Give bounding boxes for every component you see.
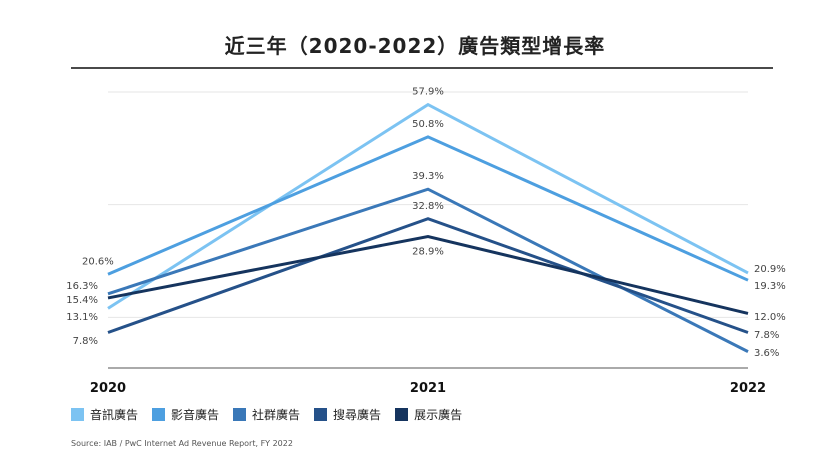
- chart-title: 近三年（2020-2022）廣告類型增長率: [224, 34, 606, 58]
- data-label: 28.9%: [412, 247, 444, 258]
- legend: 音訊廣告 影音廣告 社群廣告 搜尋廣告 展示廣告: [71, 406, 462, 423]
- series-line-1: [107, 135, 749, 282]
- data-label: 16.3%: [66, 281, 98, 292]
- x-tick-labels: 2020 2021 2022: [90, 381, 766, 396]
- legend-label: 展示廣告: [414, 408, 463, 422]
- data-labels: 13.1% 57.9% 20.9% 20.6% 50.8% 19.3% 16.3% 39.3%…: [66, 87, 786, 359]
- line-chart: 13.1% 57.9% 20.9% 20.6% 50.8% 19.3% 16.3% 39.3%…: [66, 87, 786, 396]
- legend-swatch: [233, 408, 247, 421]
- legend-swatch: [395, 408, 409, 421]
- series-line-0: [107, 102, 749, 310]
- series-line-3: [107, 217, 749, 334]
- series-line-4: [107, 234, 749, 315]
- legend-item: 影音廣告: [152, 406, 219, 423]
- legend-swatch: [71, 408, 84, 421]
- gridlines: [108, 91, 748, 318]
- data-label: 3.6%: [754, 348, 779, 359]
- data-label: 20.9%: [754, 264, 786, 275]
- legend-label: 社群廣告: [252, 408, 301, 422]
- x-tick-label: 2022: [730, 381, 766, 396]
- legend-item: 音訊廣告: [71, 406, 138, 423]
- source-note: Source: IAB / PwC Internet Ad Revenue Re…: [71, 439, 293, 448]
- data-label: 15.4%: [66, 295, 98, 306]
- data-label: 12.0%: [754, 312, 786, 323]
- series-line-2: [107, 187, 749, 353]
- legend-label: 影音廣告: [171, 408, 220, 422]
- x-tick-label: 2021: [410, 381, 446, 396]
- series-lines: [107, 102, 749, 353]
- title-divider: [71, 67, 773, 69]
- legend-item: 社群廣告: [233, 406, 300, 423]
- data-label: 50.8%: [412, 119, 444, 130]
- data-label: 19.3%: [754, 281, 786, 292]
- legend-item: 展示廣告: [395, 406, 462, 423]
- legend-label: 搜尋廣告: [333, 408, 382, 422]
- data-label: 7.8%: [754, 330, 779, 341]
- data-label: 39.3%: [412, 171, 444, 182]
- data-label: 32.8%: [412, 201, 444, 212]
- data-label: 57.9%: [412, 87, 444, 98]
- legend-swatch: [314, 408, 328, 421]
- data-label: 7.8%: [73, 336, 98, 347]
- data-label: 20.6%: [82, 256, 114, 267]
- x-tick-label: 2020: [90, 381, 126, 396]
- data-label: 13.1%: [66, 312, 98, 323]
- legend-label: 音訊廣告: [90, 408, 139, 422]
- legend-item: 搜尋廣告: [314, 406, 381, 423]
- legend-swatch: [152, 408, 166, 421]
